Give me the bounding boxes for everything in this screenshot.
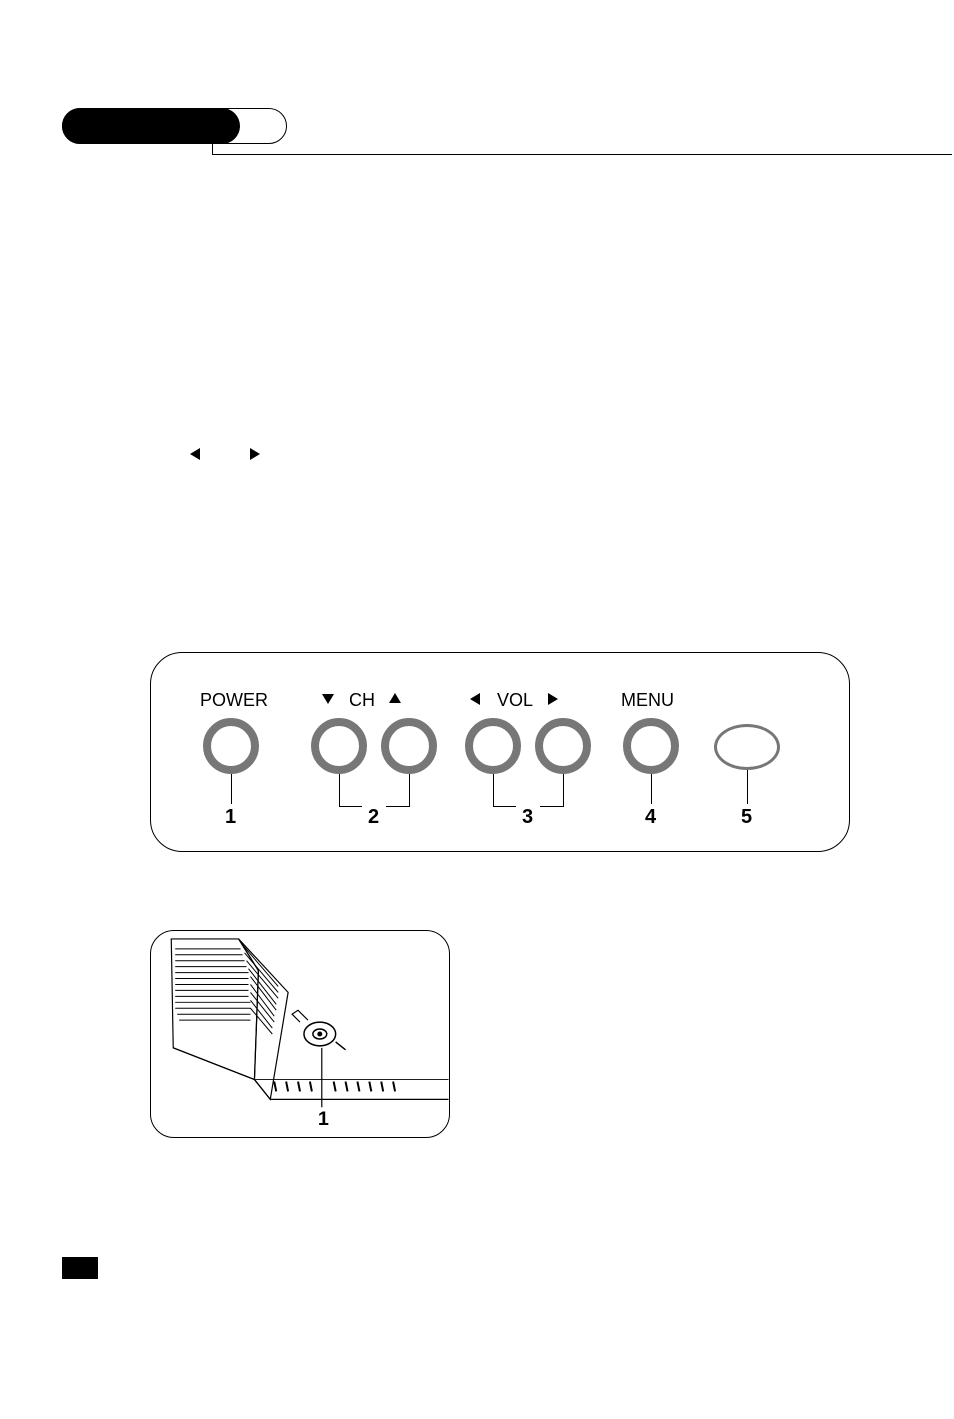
inline-triangle-right-icon (250, 448, 260, 460)
leader-1 (231, 774, 232, 804)
label-power: POWER (200, 690, 268, 711)
label-vol: VOL (497, 690, 533, 711)
antenna-jack-icon (292, 1010, 345, 1050)
leader-2-barL (339, 806, 362, 807)
leader-5 (747, 770, 748, 804)
leader-2b (409, 774, 410, 806)
leader-2-barR (386, 806, 410, 807)
manual-page: POWER CH VOL MENU 1 2 3 4 5 (0, 0, 954, 1419)
callout-2: 2 (368, 806, 379, 829)
header-tab (62, 108, 287, 144)
header-rule-stub (212, 144, 213, 154)
ch-down-icon (322, 694, 334, 704)
leader-3a (493, 774, 494, 806)
vol-right-icon (548, 693, 558, 705)
knob-menu (623, 718, 679, 774)
rear-panel-illustration: 1 (151, 931, 449, 1137)
leader-3b (563, 774, 564, 806)
knob-power (203, 718, 259, 774)
label-menu: MENU (621, 690, 674, 711)
page-number-box (62, 1257, 98, 1279)
rear-callout-1: 1 (318, 1108, 329, 1130)
knob-ch-down (311, 718, 367, 774)
leader-3-barL (493, 806, 516, 807)
callout-5: 5 (741, 806, 752, 829)
label-ch: CH (349, 690, 375, 711)
leader-2a (339, 774, 340, 806)
inline-triangle-left-icon (190, 448, 200, 460)
knob-ch-up (381, 718, 437, 774)
callout-3: 3 (522, 806, 533, 829)
knob-vol-left (465, 718, 521, 774)
callout-1: 1 (225, 806, 236, 829)
leader-4 (651, 774, 652, 804)
remote-sensor (714, 724, 780, 770)
knob-vol-right (535, 718, 591, 774)
vol-left-icon (470, 693, 480, 705)
header-tab-fill (62, 108, 240, 144)
rear-panel-diagram: 1 (150, 930, 450, 1138)
ch-up-icon (389, 693, 401, 703)
leader-3-barR (540, 806, 564, 807)
header-rule (212, 154, 952, 155)
callout-4: 4 (645, 806, 656, 829)
page-header (62, 108, 892, 144)
